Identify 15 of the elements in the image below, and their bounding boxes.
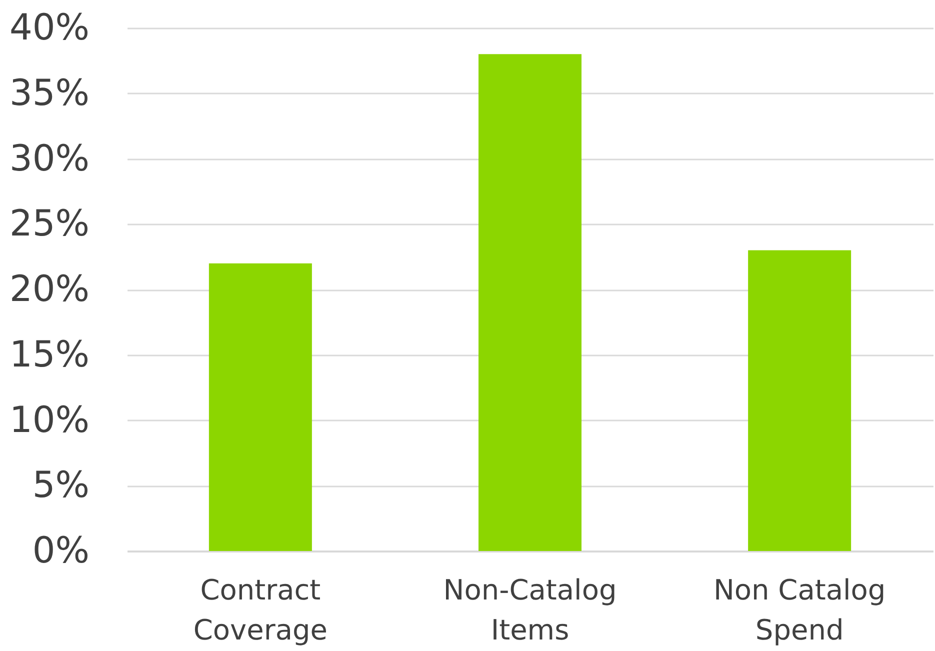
x-tick-label: Contract Coverage (193, 574, 328, 646)
y-tick-label: 25% (9, 204, 90, 245)
bar (748, 250, 852, 551)
y-tick-label: 0% (32, 530, 90, 572)
y-tick-label: 40% (9, 8, 90, 48)
bar (208, 263, 312, 551)
y-tick-label: 10% (9, 400, 90, 441)
y-tick-label: 5% (32, 465, 90, 506)
bar (478, 54, 582, 551)
y-tick-label: 30% (9, 138, 90, 180)
y-tick-label: 20% (9, 269, 90, 310)
y-tick-label: 15% (9, 334, 90, 376)
x-tick-label: Non Catalog Spend (713, 574, 886, 646)
x-tick-label: Non-Catalog Items (443, 574, 617, 646)
y-tick-label: 35% (9, 72, 90, 114)
